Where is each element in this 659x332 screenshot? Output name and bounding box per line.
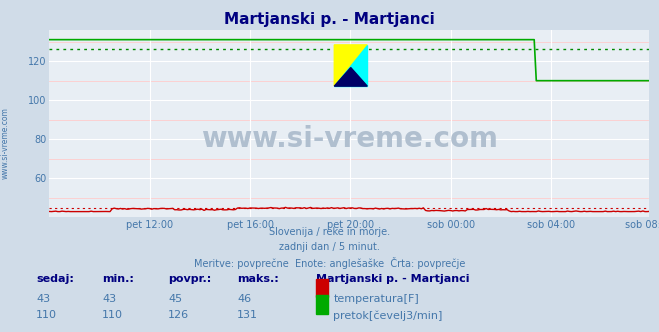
Text: Martjanski p. - Martjanci: Martjanski p. - Martjanci bbox=[316, 274, 470, 284]
Text: min.:: min.: bbox=[102, 274, 134, 284]
Polygon shape bbox=[334, 45, 367, 86]
Text: maks.:: maks.: bbox=[237, 274, 279, 284]
Text: 110: 110 bbox=[102, 310, 123, 320]
Text: 126: 126 bbox=[168, 310, 189, 320]
Text: Meritve: povprečne  Enote: anglešaške  Črta: povprečje: Meritve: povprečne Enote: anglešaške Črt… bbox=[194, 257, 465, 269]
Text: 43: 43 bbox=[36, 294, 50, 304]
Text: sedaj:: sedaj: bbox=[36, 274, 74, 284]
Text: temperatura[F]: temperatura[F] bbox=[333, 294, 419, 304]
Text: 45: 45 bbox=[168, 294, 182, 304]
Text: 131: 131 bbox=[237, 310, 258, 320]
Text: povpr.:: povpr.: bbox=[168, 274, 212, 284]
Text: Slovenija / reke in morje.: Slovenija / reke in morje. bbox=[269, 227, 390, 237]
Polygon shape bbox=[334, 45, 367, 86]
Text: www.si-vreme.com: www.si-vreme.com bbox=[1, 107, 10, 179]
Text: pretok[čevelj3/min]: pretok[čevelj3/min] bbox=[333, 310, 443, 321]
Text: 46: 46 bbox=[237, 294, 251, 304]
Polygon shape bbox=[334, 68, 367, 86]
Text: 43: 43 bbox=[102, 294, 116, 304]
Text: Martjanski p. - Martjanci: Martjanski p. - Martjanci bbox=[224, 12, 435, 27]
Text: 110: 110 bbox=[36, 310, 57, 320]
Text: zadnji dan / 5 minut.: zadnji dan / 5 minut. bbox=[279, 242, 380, 252]
Text: www.si-vreme.com: www.si-vreme.com bbox=[201, 125, 498, 153]
